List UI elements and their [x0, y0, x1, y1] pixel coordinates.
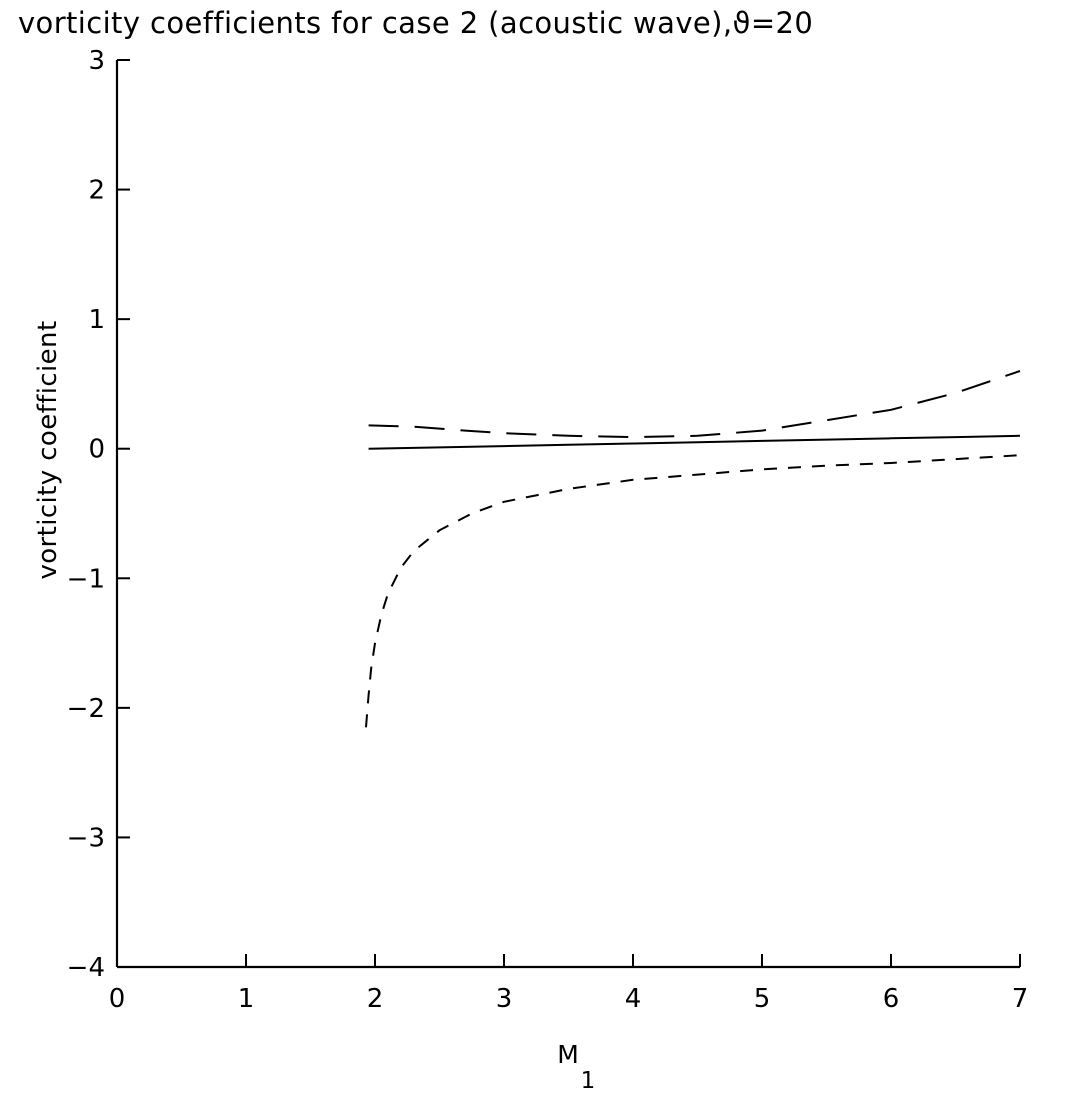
- x-axis-label-subscript: 1: [580, 1068, 596, 1094]
- series-group: [365, 370, 1021, 728]
- chart-title-symbol: ϑ=20: [732, 6, 814, 40]
- x-axis-label: M: [557, 1040, 579, 1069]
- x-tick-label: 3: [496, 984, 513, 1014]
- y-tick-label: 3: [88, 46, 105, 76]
- x-tick-label: 6: [883, 984, 900, 1014]
- x-tick-label: 4: [625, 984, 642, 1014]
- y-tick-label: −4: [67, 953, 105, 983]
- y-tick-label: 2: [88, 176, 105, 206]
- series-line-short-dash: [365, 454, 1021, 728]
- series-line-long-dash: [368, 370, 1021, 439]
- y-tick-label: −2: [67, 694, 105, 724]
- x-tick-label: 1: [238, 984, 255, 1014]
- y-tick-label: 1: [88, 305, 105, 335]
- y-tick-label: −3: [67, 823, 105, 853]
- ticks: [116, 59, 1021, 968]
- x-tick-label: 2: [367, 984, 384, 1014]
- y-tick-label: −1: [67, 564, 105, 594]
- chart-title: vorticity coefficients for case 2 (acous…: [18, 6, 814, 40]
- axes: [115, 60, 1020, 969]
- y-axis-label: vorticity coefficient: [33, 320, 63, 580]
- x-tick-label: 5: [754, 984, 771, 1014]
- tick-labels: 0 1 2 3 4 5 6 7 −4 −3 −2 −1 0 1 2 3: [67, 46, 1029, 1014]
- x-tick-label: 7: [1012, 984, 1029, 1014]
- series-line-solid: [368, 434, 1021, 450]
- y-tick-label: 0: [88, 435, 105, 465]
- x-tick-label: 0: [109, 984, 126, 1014]
